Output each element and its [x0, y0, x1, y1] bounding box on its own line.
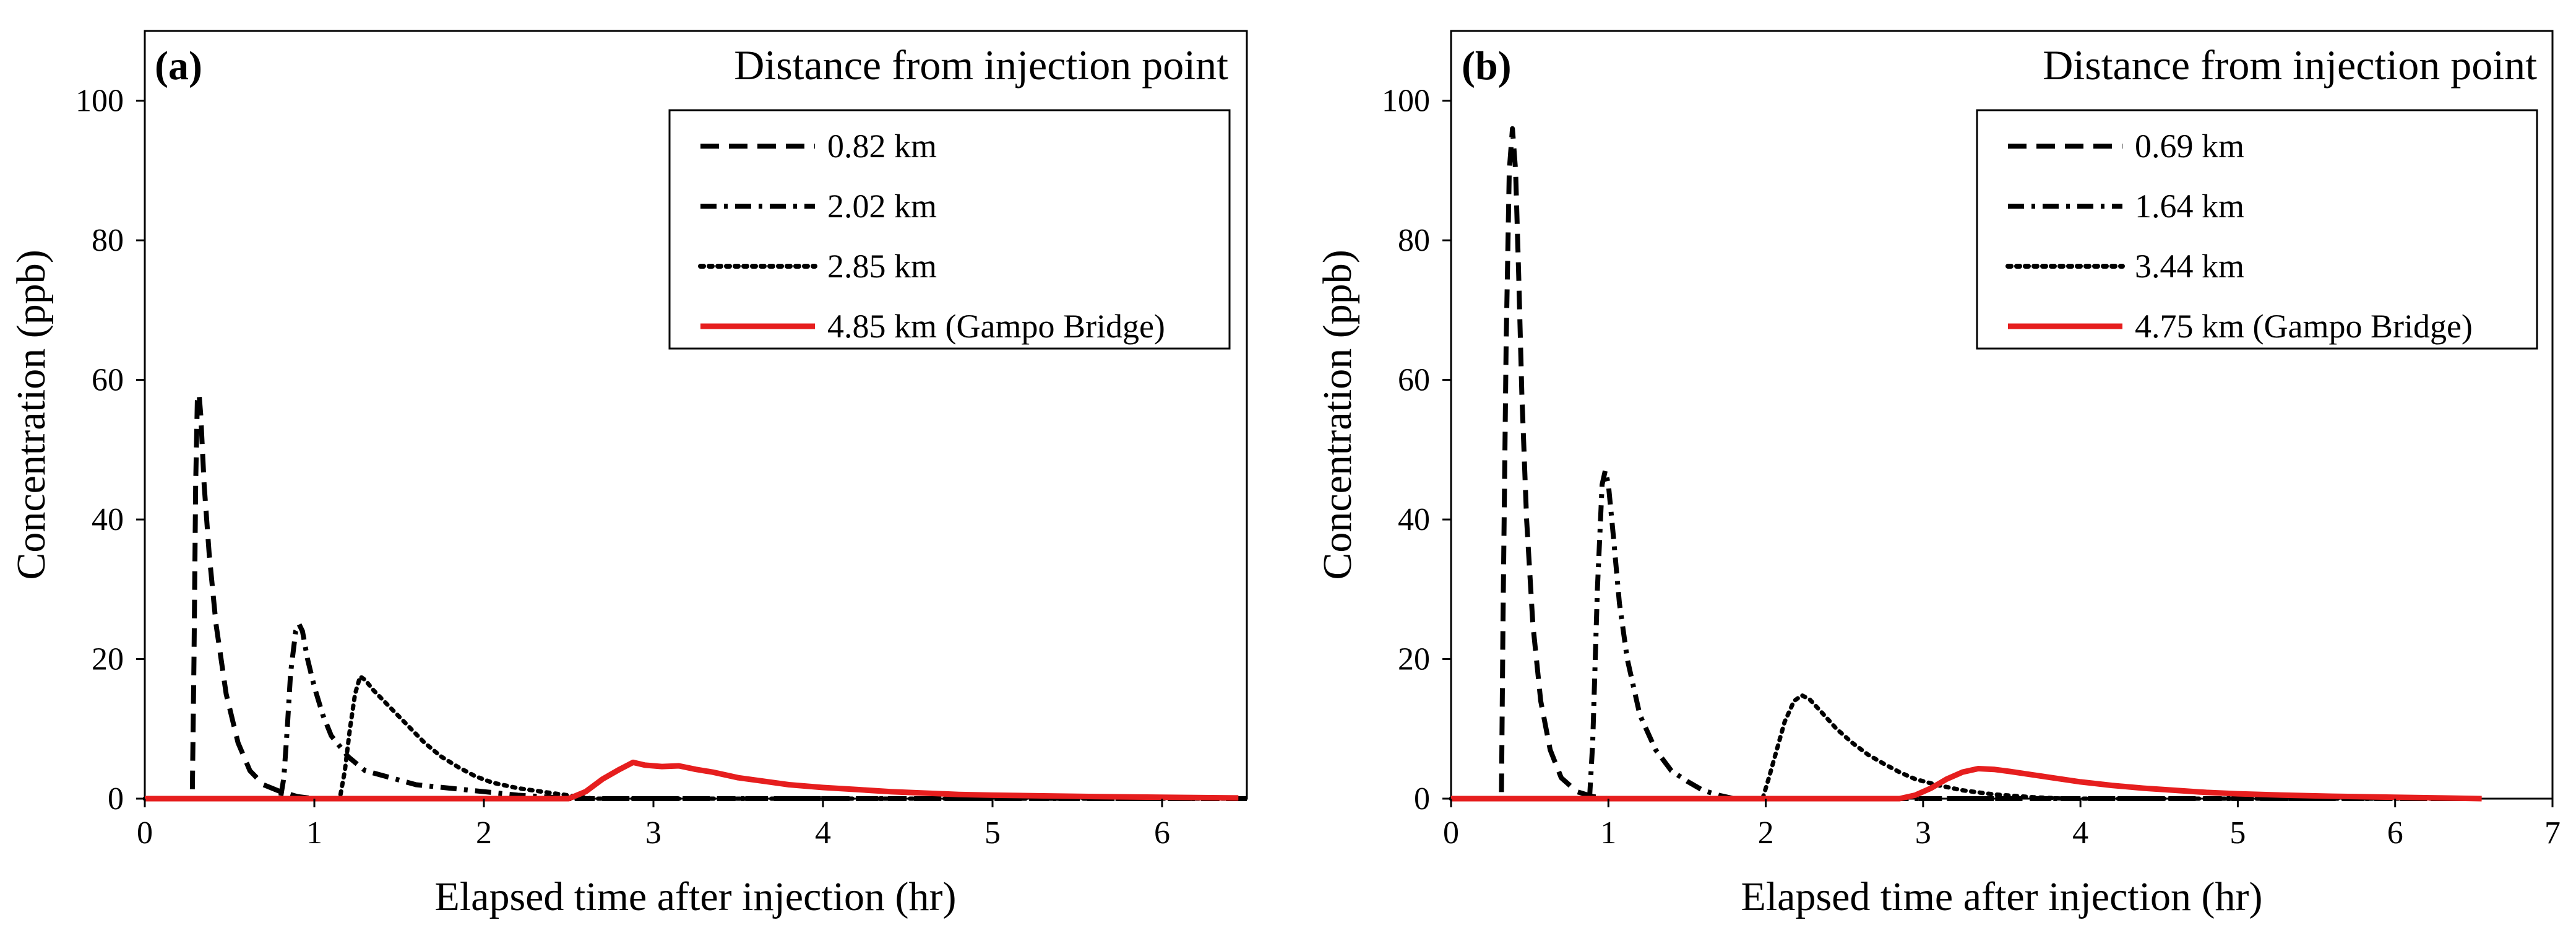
legend: 0.69 km 1.64 km 3.44 km 4.75 km (Gampo Brid…	[1976, 109, 2538, 350]
chart-title: Distance from injection point	[734, 41, 1228, 89]
y-tick-label: 80	[1398, 223, 1430, 258]
y-tick-label: 20	[1398, 642, 1430, 677]
legend: 0.82 km 2.02 km 2.85 km 4.85 km (Gampo Brid…	[668, 109, 1231, 350]
panel-label: (a)	[155, 43, 202, 89]
x-tick-label: 2	[476, 815, 492, 851]
chart-title: Distance from injection point	[2043, 41, 2537, 89]
x-tick-label: 4	[815, 815, 831, 851]
y-tick-label: 0	[108, 781, 124, 817]
x-tick-label: 5	[2229, 815, 2246, 851]
x-tick-label: 4	[2072, 815, 2088, 851]
legend-label: 2.85 km	[827, 248, 937, 285]
x-tick-label: 6	[2387, 815, 2403, 851]
legend-label: 1.64 km	[2135, 188, 2244, 225]
x-tick-label: 7	[2544, 815, 2561, 851]
series-line-4	[1451, 766, 2482, 802]
y-tick-label: 80	[92, 223, 124, 258]
series-line-1	[145, 391, 1247, 801]
y-axis-label: Concentration (ppb)	[1315, 250, 1360, 579]
panel-b: 0 1 2 3 4 5 6 7 0 20 40 60 80 100 (b) Distance from i…	[1315, 30, 2561, 919]
y-tick-label: 100	[1382, 84, 1430, 119]
series-line-2	[1451, 468, 2474, 801]
x-tick-label: 5	[984, 815, 1001, 851]
x-tick-label: 0	[1443, 815, 1459, 851]
legend-label: 3.44 km	[2135, 248, 2244, 285]
x-tick-label: 0	[137, 815, 153, 851]
legend-label: 0.82 km	[827, 128, 937, 165]
legend-box	[668, 109, 1231, 350]
series-line-3	[1449, 693, 2476, 801]
y-tick-label: 100	[75, 84, 124, 119]
legend-label: 2.02 km	[827, 188, 937, 225]
x-tick-label: 1	[1600, 815, 1616, 851]
series-line-1	[1451, 126, 2474, 801]
x-tick-label: 3	[1915, 815, 1931, 851]
series-line-2	[145, 622, 1247, 801]
legend-label: 4.85 km (Gampo Bridge)	[827, 308, 1165, 345]
y-tick-label: 40	[1398, 502, 1430, 537]
y-tick-label: 40	[92, 502, 124, 537]
x-axis-label: Elapsed time after injection (hr)	[435, 874, 957, 919]
x-axis-label: Elapsed time after injection (hr)	[1741, 874, 2263, 919]
x-tick-label: 1	[306, 815, 322, 851]
panel-label: (b)	[1462, 43, 1512, 89]
x-tick-label: 6	[1154, 815, 1170, 851]
y-tick-label: 0	[1414, 781, 1430, 817]
y-axis-label: Concentration (ppb)	[9, 250, 54, 579]
series-line-3	[142, 674, 1249, 801]
y-tick-label: 60	[92, 363, 124, 398]
y-tick-label: 20	[92, 642, 124, 677]
legend-label: 0.69 km	[2135, 128, 2244, 165]
legend-box	[1976, 109, 2538, 350]
y-tick-label: 60	[1398, 363, 1430, 398]
series-line-4	[145, 759, 1239, 802]
x-tick-label: 3	[645, 815, 661, 851]
x-tick-label: 2	[1758, 815, 1774, 851]
legend-label: 4.75 km (Gampo Bridge)	[2135, 308, 2473, 345]
